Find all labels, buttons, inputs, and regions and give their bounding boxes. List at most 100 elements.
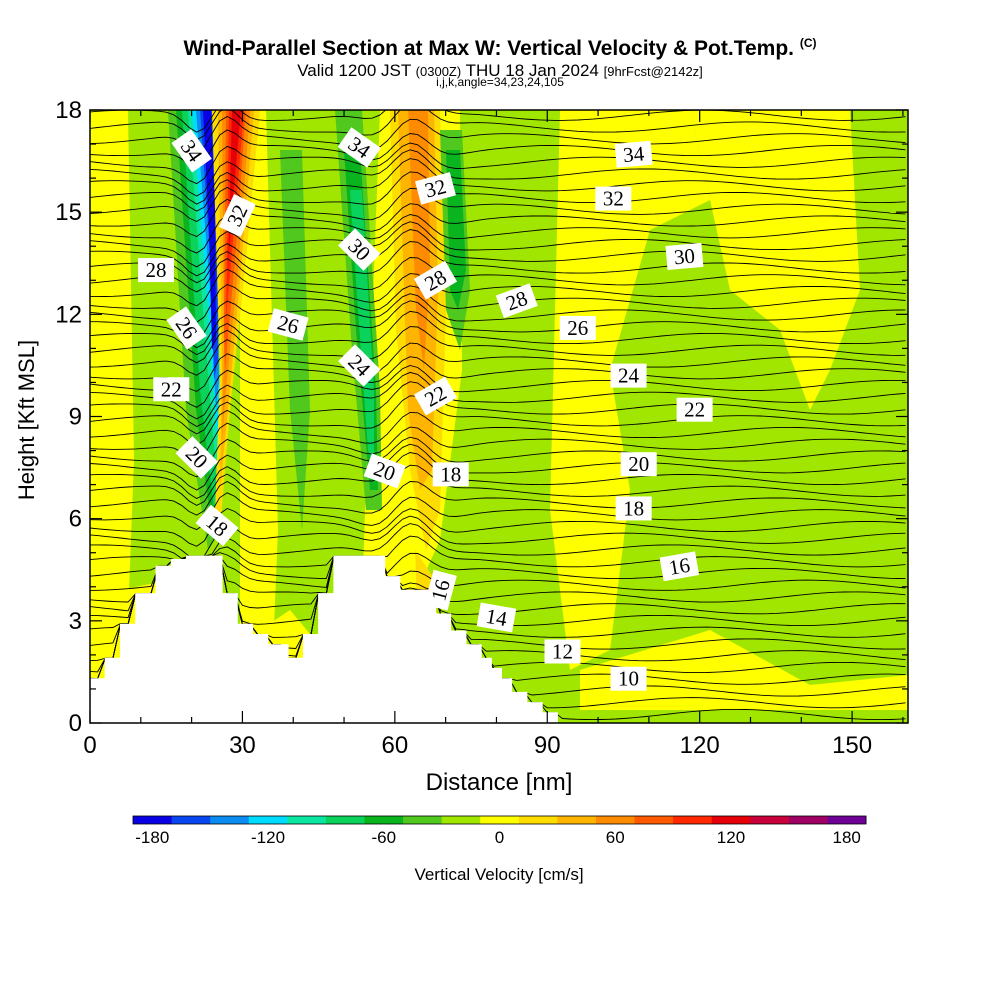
isentrope-line	[90, 221, 906, 268]
isentrope-line	[90, 198, 906, 238]
isentrope-line	[90, 353, 906, 392]
isentrope-line	[90, 115, 906, 153]
y-tick-label: 18	[55, 97, 82, 124]
colorbar-swatch	[595, 816, 636, 824]
contour-label: 28	[138, 258, 175, 283]
contour-label-text: 20	[628, 452, 649, 476]
contour-label: 12	[544, 639, 581, 664]
isentrope-line	[90, 186, 906, 223]
contour-label-box	[363, 453, 406, 489]
copyright-mark: (C)	[799, 36, 817, 50]
colorbar-swatch	[364, 816, 404, 824]
contour-label-box	[659, 551, 700, 582]
contour-label-box	[559, 315, 596, 340]
isentrope-line	[90, 409, 906, 446]
contour-label: 22	[153, 377, 190, 402]
contour-label: 32	[595, 186, 632, 211]
contour-label-box	[544, 639, 581, 664]
colorbar-swatch	[711, 816, 751, 824]
colorbar-swatch	[210, 816, 250, 824]
isentrope-line	[90, 464, 906, 506]
contour-label-text: 26	[567, 316, 588, 340]
colorbar-tick-label: -120	[251, 828, 285, 847]
y-axis-label: Height [Kft MSL]	[14, 340, 39, 500]
x-tick-label: 150	[832, 732, 872, 759]
y-tick-label: 15	[55, 199, 82, 226]
contour-label-box	[166, 306, 207, 350]
colorbar-tick-label: 180	[833, 828, 861, 847]
isentrope-line	[90, 158, 906, 205]
contour-label-text: 22	[684, 398, 705, 422]
contour-label-box	[432, 462, 469, 487]
contour-label-box	[665, 242, 704, 270]
colorbar-tick-label: -60	[371, 828, 396, 847]
isentrope-line	[90, 535, 906, 568]
colorbar-swatch	[248, 816, 288, 824]
colorbar-swatch	[403, 816, 443, 824]
chart-title-text: Wind-Parallel Section at Max W: Vertical…	[183, 37, 794, 60]
isentrope-line	[90, 381, 906, 428]
contour-label-text: 12	[552, 639, 573, 663]
isentrope-line	[90, 110, 906, 133]
contour-label: 34	[614, 140, 653, 168]
contour-label-text: 24	[618, 364, 640, 388]
isentrope-line	[90, 310, 906, 356]
contour-label-box	[138, 258, 175, 283]
isentrope-line	[90, 241, 906, 284]
contour-label-box	[175, 436, 218, 479]
colorbar-swatch	[827, 816, 867, 824]
isentrope-line	[90, 552, 906, 580]
colorbar: -180 -120 -60 0 60 120 180	[132, 815, 867, 847]
contour-label-box	[218, 194, 256, 237]
isentrope-line	[90, 142, 906, 185]
isentrope-line	[90, 492, 906, 531]
contour-label: 18	[615, 496, 652, 521]
colorbar-swatch	[480, 816, 520, 824]
isentrope-line	[90, 555, 906, 591]
contour-label-box	[171, 129, 212, 173]
colorbar-swatch	[171, 816, 211, 824]
contour-label-box	[338, 228, 381, 271]
contour-label-box	[153, 377, 190, 402]
y-tick-label: 6	[69, 506, 82, 533]
contour-label-box	[610, 666, 647, 691]
y-axis: 0 3 6 9 12 15 18	[55, 97, 908, 737]
contour-label-text: 14	[484, 604, 509, 631]
isentrope-line	[90, 268, 906, 307]
isentrope-line	[90, 300, 906, 349]
x-tick-label: 120	[680, 732, 720, 759]
isentrope-line	[90, 229, 906, 277]
isentrope-line	[90, 110, 906, 141]
isentrope-line	[90, 257, 906, 293]
chart-title: Wind-Parallel Section at Max W: Vertical…	[0, 36, 1000, 61]
contour-label: 18	[432, 462, 469, 487]
contour-label-box	[338, 344, 381, 387]
contour-label: 30	[665, 242, 704, 270]
colorbar-tick-label: 120	[717, 828, 745, 847]
isentrope-line	[90, 365, 906, 408]
isentrope-line	[90, 395, 906, 435]
contour-label-box	[413, 260, 458, 300]
colorbar-tick-label: -180	[135, 828, 169, 847]
contour-label-text: 34	[622, 141, 646, 167]
colorbar-swatch	[673, 816, 713, 824]
isentrope-line	[90, 326, 906, 364]
valid-date: THU 18 Jan 2024	[465, 61, 599, 80]
isentrope-line	[90, 480, 906, 516]
colorbar-frame	[132, 815, 867, 825]
contour-label: 24	[610, 363, 647, 388]
x-tick-label: 30	[229, 732, 256, 759]
x-tick-label: 60	[381, 732, 408, 759]
chart-subtitle: Valid 1200 JST (0300Z) THU 18 Jan 2024 […	[0, 61, 1000, 81]
contour-label-box	[424, 569, 457, 611]
contour-label: 16	[659, 551, 700, 582]
terrain-mask	[89, 555, 908, 724]
colorbar-swatch	[287, 816, 327, 824]
isentrope-line	[90, 371, 906, 420]
isentrope-line	[90, 422, 906, 462]
contour-label-box	[267, 308, 309, 341]
colorbar-swatch	[557, 816, 597, 824]
colorbar-tick-label: 0	[495, 828, 504, 847]
y-tick-label: 3	[69, 608, 82, 635]
